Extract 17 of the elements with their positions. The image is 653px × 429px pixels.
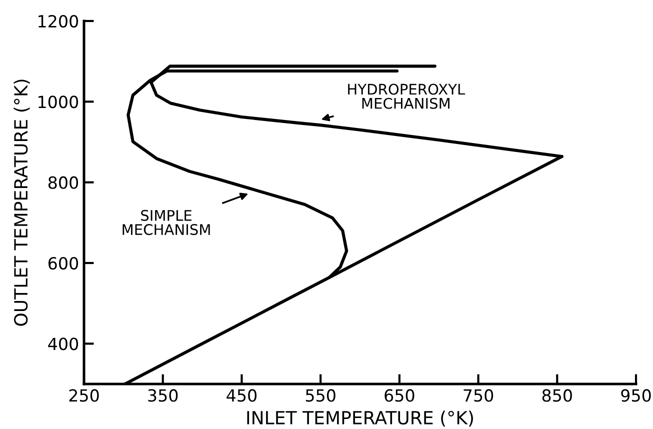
x-axis-title: INLET TEMPERATURE (°K) [247,410,473,427]
y-tick-label: 1200 [38,14,78,28]
x-tick-label: 250 [69,389,99,402]
x-tick-label: 350 [148,389,178,402]
y-tick-label: 400 [48,338,78,350]
x-tick-label: 450 [226,389,257,402]
y-tick-label: 1000 [38,96,78,108]
y-axis-title: OUTLET TEMPERATURE (°K) [14,80,30,326]
annotation: HYDROPEROXYL MECHANISM [348,84,466,109]
annotation: SIMPLE MECHANISM [122,210,210,236]
y-tick-label: 600 [48,256,78,270]
x-tick-label: 650 [384,389,414,402]
x-tick-label: 850 [542,389,572,402]
y-tick-label: 800 [48,176,78,189]
x-tick-label: 550 [306,389,336,402]
x-tick-label: 950 [621,389,651,402]
x-tick-label: 750 [464,389,494,402]
